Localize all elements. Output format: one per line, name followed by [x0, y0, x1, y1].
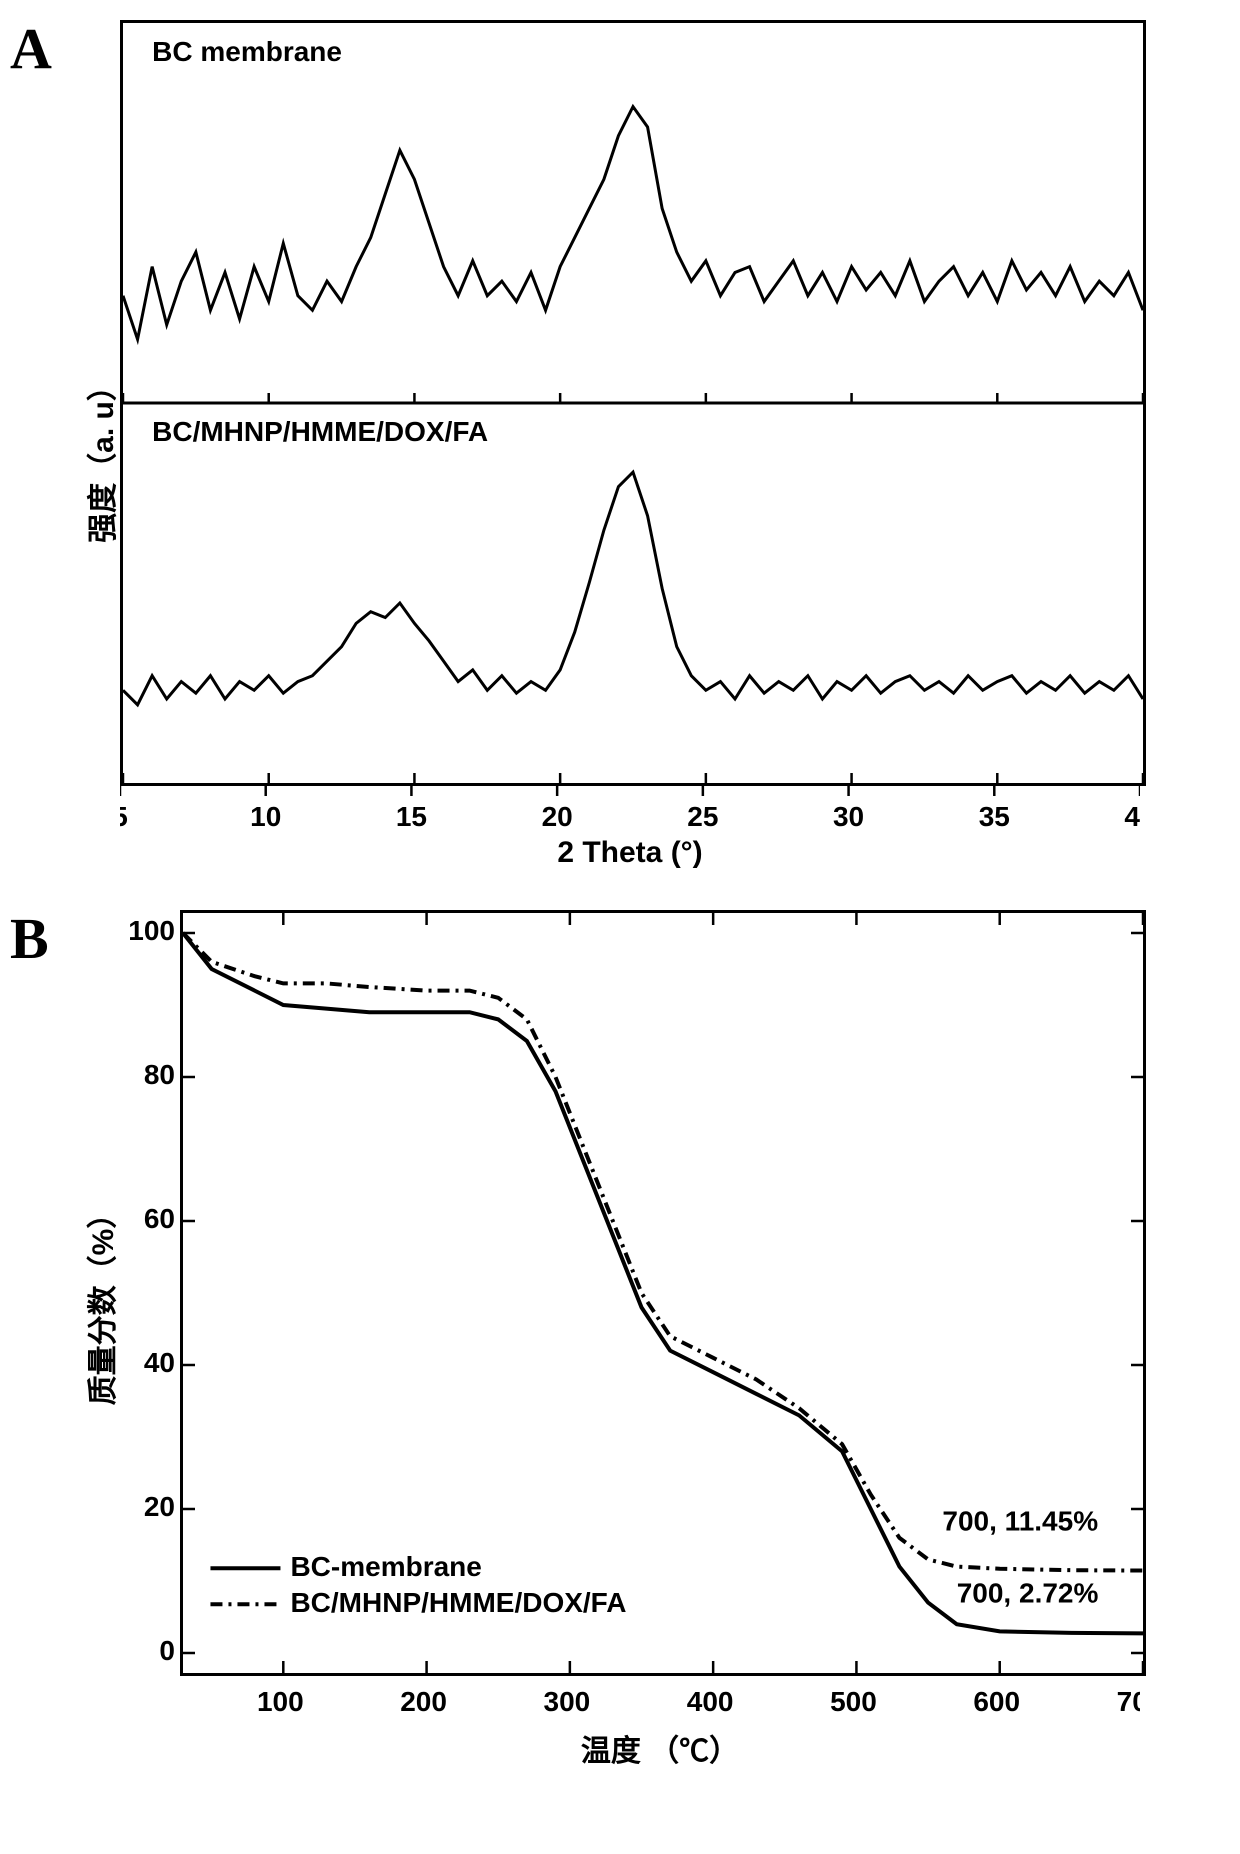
panel-a-y-label: 强度（a. u）	[78, 347, 122, 567]
svg-text:40: 40	[1124, 801, 1140, 832]
panel-b-label: B	[10, 905, 49, 972]
panel-a: A 强度（a. u） BC membraneBC/MHNP/HMME/DOX/F…	[20, 20, 1220, 870]
svg-text:200: 200	[400, 1686, 447, 1717]
legend-label: BC/MHNP/HMME/DOX/FA	[290, 1587, 626, 1618]
svg-text:30: 30	[833, 801, 864, 832]
panel-b-xticks: 100 200 300 400 500 600 700	[180, 1676, 1140, 1726]
svg-text:35: 35	[979, 801, 1010, 832]
panel-a-xticks: 5 10 15 20 25 30 35 40	[120, 786, 1140, 836]
svg-text:100: 100	[257, 1686, 304, 1717]
svg-text:400: 400	[687, 1686, 734, 1717]
series-label: BC/MHNP/HMME/DOX/FA	[152, 416, 488, 447]
svg-text:500: 500	[830, 1686, 877, 1717]
panel-b-x-label: 温度 （℃）	[180, 1726, 1140, 1770]
series-label: BC membrane	[152, 36, 342, 67]
panel-b: B 质量分数（%） 020406080100 700, 11.45%700, 2…	[20, 910, 1220, 1770]
svg-text:20: 20	[542, 801, 573, 832]
panel-b-svg: 700, 11.45% 700, 2.72% BC-membrane BC/MHNP/…	[183, 913, 1143, 1673]
series-BC/MHNP/HMME/DOX/FA	[183, 933, 1143, 1571]
annotation: 700, 11.45%	[942, 1506, 1098, 1537]
legend-label: BC-membrane	[290, 1551, 481, 1582]
svg-text:5: 5	[120, 801, 128, 832]
panel-a-label: A	[10, 15, 52, 82]
panel-a-chart: BC membrane BC/MHNP/HMME/DOX/FA	[120, 20, 1146, 786]
panel-b-yticks: 0 20 40 60 80 100	[120, 910, 180, 1670]
svg-text:700: 700	[1117, 1686, 1140, 1717]
svg-text:300: 300	[544, 1686, 591, 1717]
panel-a-x-label: 2 Theta (°)	[120, 836, 1140, 870]
annotation: 700, 2.72%	[957, 1578, 1099, 1609]
svg-text:40: 40	[144, 1347, 175, 1378]
svg-text:60: 60	[144, 1203, 175, 1234]
svg-text:25: 25	[687, 801, 718, 832]
svg-text:0: 0	[159, 1635, 175, 1666]
svg-text:20: 20	[144, 1491, 175, 1522]
svg-text:15: 15	[396, 801, 427, 832]
svg-text:80: 80	[144, 1059, 175, 1090]
svg-text:600: 600	[973, 1686, 1020, 1717]
svg-text:10: 10	[250, 801, 281, 832]
svg-text:100: 100	[128, 915, 175, 946]
panel-a-svg: BC membrane BC/MHNP/HMME/DOX/FA	[123, 23, 1143, 783]
panel-b-y-label: 质量分数（%）	[78, 1187, 122, 1417]
panel-b-chart: 700, 11.45% 700, 2.72% BC-membrane BC/MHNP/…	[180, 910, 1146, 1676]
